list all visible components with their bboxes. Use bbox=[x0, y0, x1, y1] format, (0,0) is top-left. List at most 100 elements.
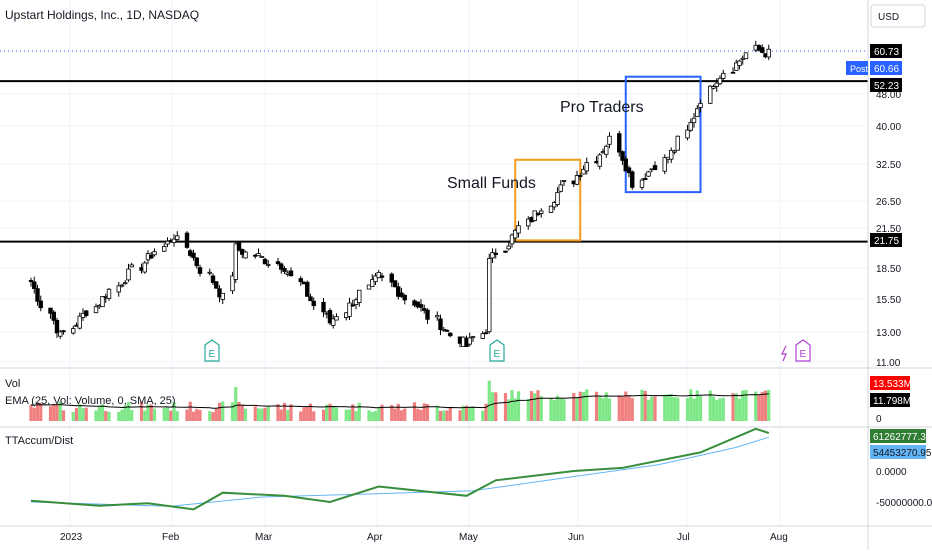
candle-body bbox=[509, 234, 515, 245]
candle-body bbox=[149, 254, 154, 259]
candle-body bbox=[584, 162, 589, 172]
volume-bar bbox=[146, 404, 150, 421]
volume-bar bbox=[312, 411, 316, 421]
candle-body bbox=[766, 48, 771, 58]
volume-bar bbox=[572, 393, 576, 421]
volume-bar bbox=[627, 395, 631, 421]
candle-body bbox=[714, 82, 719, 87]
volume-bar bbox=[744, 389, 748, 421]
candle-body bbox=[376, 272, 381, 279]
volume-bar bbox=[435, 405, 439, 421]
volume-bar bbox=[347, 409, 352, 421]
annotation-box[interactable] bbox=[514, 158, 582, 242]
volume-bar bbox=[438, 410, 443, 421]
candle-body bbox=[311, 300, 316, 307]
volume-bar bbox=[282, 402, 287, 421]
annotation-boxes[interactable] bbox=[514, 75, 702, 242]
volume-ema-value-bg bbox=[870, 393, 910, 407]
currency-label: USD bbox=[878, 12, 899, 23]
volume-bar bbox=[39, 403, 43, 421]
candle-body bbox=[171, 238, 177, 244]
earnings-marker[interactable]: E bbox=[204, 339, 220, 362]
volume-bar bbox=[448, 406, 452, 421]
candle-body bbox=[743, 52, 749, 60]
volume-bar bbox=[390, 405, 394, 421]
volume-bar bbox=[585, 389, 589, 421]
candle-body bbox=[256, 253, 261, 257]
volume-bar bbox=[117, 411, 121, 421]
candle-body bbox=[662, 157, 667, 172]
candle-body bbox=[539, 210, 544, 214]
small-funds-label[interactable]: Small Funds bbox=[447, 175, 536, 192]
volume-value: 13.533M bbox=[873, 379, 912, 390]
volume-bar bbox=[578, 391, 582, 421]
volume-bar bbox=[396, 403, 400, 421]
symbol-title: Upstart Holdings, Inc., 1D, NASDAQ bbox=[5, 8, 199, 22]
candle-body bbox=[669, 150, 674, 160]
volume-bar bbox=[555, 395, 560, 421]
volume-bar bbox=[217, 402, 222, 421]
candle-body bbox=[630, 171, 635, 188]
candle-body bbox=[418, 304, 424, 308]
candle-body bbox=[71, 328, 76, 334]
candle-body bbox=[32, 281, 37, 290]
volume-bar bbox=[718, 398, 722, 421]
candle-body bbox=[298, 278, 303, 283]
candle-body bbox=[639, 179, 645, 188]
volume-bar bbox=[698, 396, 703, 421]
candle-body bbox=[142, 262, 147, 273]
volume-bar bbox=[442, 410, 446, 421]
volume-bar bbox=[169, 410, 173, 421]
candle-body bbox=[331, 318, 336, 326]
candle-body bbox=[646, 171, 651, 177]
volume-bar bbox=[94, 410, 98, 421]
volume-bar bbox=[617, 395, 621, 421]
earnings-marker[interactable]: E bbox=[489, 339, 505, 362]
candle-body bbox=[100, 296, 105, 308]
horizontal-levels[interactable] bbox=[0, 80, 868, 243]
pro-traders-label[interactable]: Pro Traders bbox=[560, 99, 644, 116]
volume-bar bbox=[715, 399, 719, 421]
candle-body bbox=[165, 240, 170, 245]
candle-body bbox=[604, 145, 609, 155]
annotation-box[interactable] bbox=[624, 75, 702, 194]
volume-bar bbox=[741, 390, 745, 421]
volume-bar bbox=[305, 406, 309, 421]
candle-body bbox=[126, 268, 131, 281]
price-tick: 11.00 bbox=[876, 358, 901, 369]
accum-signal-line bbox=[30, 436, 769, 507]
volume-bar bbox=[650, 396, 654, 421]
volume-bar bbox=[468, 406, 472, 421]
currency-button[interactable] bbox=[870, 4, 926, 28]
candle-body bbox=[123, 282, 128, 285]
candle-body bbox=[58, 331, 63, 337]
current-price-label: 60.73 bbox=[874, 47, 899, 58]
volume-bar bbox=[536, 390, 540, 421]
candle-body bbox=[334, 316, 339, 321]
candle-body bbox=[262, 258, 268, 265]
volume-bar bbox=[695, 390, 699, 421]
volume-bar bbox=[286, 409, 290, 421]
time-label: May bbox=[459, 532, 478, 543]
candle-body bbox=[626, 167, 632, 174]
volume-bar bbox=[123, 405, 127, 421]
volume-bar bbox=[711, 396, 716, 421]
candle-body bbox=[444, 329, 450, 332]
accum-signal-value-bg bbox=[870, 445, 926, 459]
candle-body bbox=[357, 289, 362, 303]
candle-body bbox=[441, 328, 446, 331]
volume-bar bbox=[533, 393, 537, 421]
candle-body bbox=[695, 108, 700, 118]
candle-body bbox=[275, 261, 281, 265]
volume-bar bbox=[84, 407, 88, 421]
volume-bar bbox=[331, 405, 335, 421]
volume-bar bbox=[260, 408, 264, 421]
volume-bar bbox=[130, 409, 134, 421]
earnings-marker-upcoming[interactable]: E bbox=[781, 339, 811, 362]
candle-body bbox=[574, 175, 580, 185]
accum-title: TTAccum/Dist bbox=[5, 435, 73, 447]
volume-bar bbox=[601, 398, 605, 421]
candle-body bbox=[77, 315, 82, 329]
